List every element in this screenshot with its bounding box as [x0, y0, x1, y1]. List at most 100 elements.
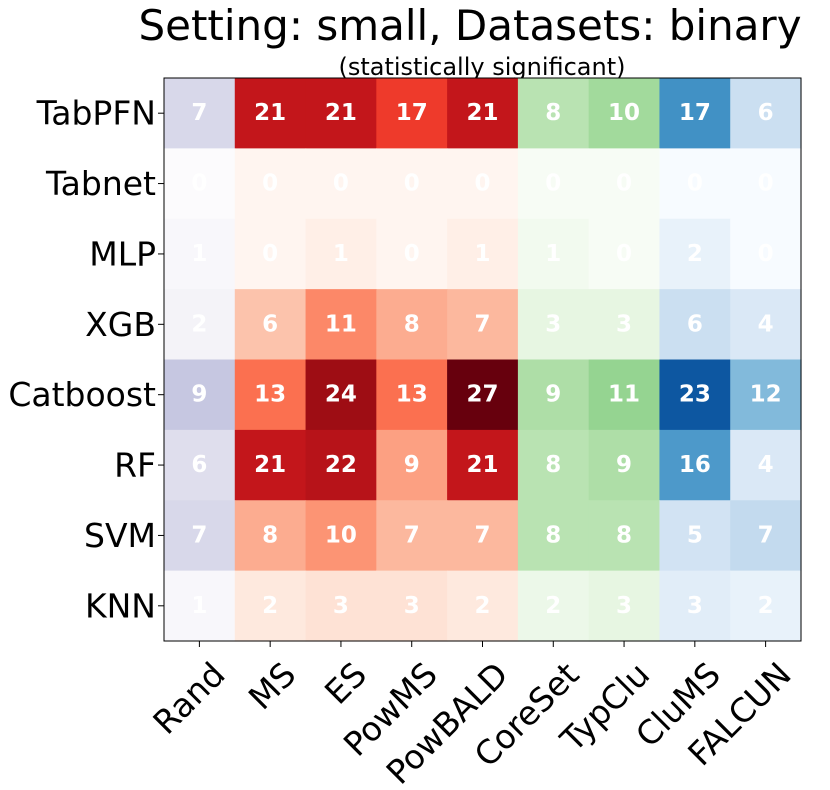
x-tick-label-es: ES: [317, 655, 374, 712]
cell-value-label: 0: [687, 171, 703, 197]
y-tick-label-mlp: MLP: [89, 234, 156, 273]
heatmap-cell-rf-powbald: [447, 429, 519, 501]
x-tick-label-ms: MS: [241, 655, 304, 718]
heatmap-cell-rf-typclu: [588, 429, 661, 501]
chart-subtitle: (statistically significant): [338, 53, 625, 81]
heatmap-cell-tabpfn-falcun: [730, 78, 802, 149]
heatmap-cell-catboost-falcun: [730, 359, 802, 431]
cell-value-label: 0: [333, 171, 349, 197]
heatmap-cell-tabnet-ms: [234, 148, 307, 220]
cell-value-label: 3: [616, 593, 632, 619]
cell-value-label: 2: [545, 593, 561, 619]
x-tick-label-rand: Rand: [145, 655, 232, 742]
cell-value-label: 27: [466, 382, 498, 408]
heatmap-cell-tabpfn-ms: [234, 78, 307, 149]
cell-value-label: 11: [325, 311, 357, 337]
heatmap-cell-tabpfn-clums: [659, 78, 731, 149]
cell-value-label: 13: [396, 382, 428, 408]
heatmap-cell-xgb-typclu: [588, 289, 661, 361]
cell-value-label: 17: [679, 100, 711, 126]
heatmap-cell-xgb-falcun: [730, 289, 802, 361]
cell-value-label: 2: [687, 241, 703, 267]
heatmap-cell-rf-ms: [234, 429, 307, 501]
cell-value-label: 1: [191, 593, 207, 619]
y-axis: TabPFN Tabnet MLP XGB Catboost RF SVM KNN: [8, 94, 164, 625]
cell-value-label: 16: [679, 452, 711, 478]
heatmap-cell-catboost-clums: [659, 359, 731, 431]
heatmap-cell-tabnet-powms: [376, 148, 448, 220]
y-tick-label-xgb: XGB: [85, 305, 156, 344]
heatmap-cell-mlp-powbald: [447, 218, 519, 290]
cell-value-label: 8: [404, 311, 420, 337]
heatmap-cell-mlp-rand: [164, 218, 236, 290]
heatmap-cell-tabnet-clums: [659, 148, 731, 220]
cell-value-label: 0: [262, 241, 278, 267]
cell-value-label: 21: [466, 452, 498, 478]
chart-title: Setting: small, Datasets: binary: [138, 1, 801, 50]
cell-value-label: 2: [758, 593, 774, 619]
heatmap-cell-catboost-coreset: [517, 359, 590, 431]
heatmap-cell-knn-es: [305, 570, 377, 642]
cell-value-label: 2: [262, 593, 278, 619]
heatmap-cell-knn-coreset: [517, 570, 590, 642]
heatmap-cell-knn-powms: [376, 570, 448, 642]
cell-value-label: 24: [325, 382, 357, 408]
cell-value-label: 0: [616, 241, 632, 267]
heatmap-cell-xgb-es: [305, 289, 377, 361]
heatmap-cell-tabpfn-rand: [164, 78, 236, 149]
cell-value-label: 11: [608, 382, 640, 408]
cell-value-label: 0: [758, 171, 774, 197]
heatmap-cells: [164, 78, 802, 642]
cell-value-label: 7: [474, 522, 490, 548]
cell-value-label: 1: [474, 241, 490, 267]
cell-value-label: 3: [687, 593, 703, 619]
cell-value-label: 7: [191, 522, 207, 548]
heatmap-cell-knn-falcun: [730, 570, 802, 642]
cell-value-label: 7: [191, 100, 207, 126]
cell-value-label: 7: [474, 311, 490, 337]
cell-value-label: 21: [254, 100, 286, 126]
heatmap-value-labels: 7 21 21 17 21 8 10 17 60 0 0 0 0 0 0 0 01 0 1 0 1 1 0 2 02 6 11 8 7 3…: [191, 100, 781, 619]
cell-value-label: 1: [333, 241, 349, 267]
cell-value-label: 0: [404, 171, 420, 197]
cell-value-label: 13: [254, 382, 286, 408]
cell-value-label: 5: [687, 522, 703, 548]
cell-value-label: 23: [679, 382, 711, 408]
cell-value-label: 7: [404, 522, 420, 548]
cell-value-label: 1: [545, 241, 561, 267]
cell-value-label: 8: [616, 522, 632, 548]
cell-value-label: 9: [191, 382, 207, 408]
cell-value-label: 0: [404, 241, 420, 267]
cell-value-label: 0: [262, 171, 278, 197]
heatmap-cell-tabpfn-es: [305, 78, 377, 149]
heatmap-cell-tabpfn-typclu: [588, 78, 661, 149]
cell-value-label: 6: [687, 311, 703, 337]
cell-value-label: 21: [466, 100, 498, 126]
cell-value-label: 0: [474, 171, 490, 197]
heatmap-cell-svm-powms: [376, 500, 448, 572]
heatmap-cell-tabnet-coreset: [517, 148, 590, 220]
y-tick-label-rf: RF: [114, 446, 156, 485]
heatmap-cell-svm-clums: [659, 500, 731, 572]
heatmap-cell-rf-clums: [659, 429, 731, 501]
cell-value-label: 7: [758, 522, 774, 548]
cell-value-label: 6: [262, 311, 278, 337]
heatmap-cell-rf-es: [305, 429, 377, 501]
cell-value-label: 2: [474, 593, 490, 619]
heatmap-cell-xgb-ms: [234, 289, 307, 361]
heatmap-cell-knn-clums: [659, 570, 731, 642]
cell-value-label: 6: [191, 452, 207, 478]
cell-value-label: 8: [545, 452, 561, 478]
cell-value-label: 0: [758, 241, 774, 267]
heatmap-cell-xgb-powms: [376, 289, 448, 361]
heatmap-cell-svm-falcun: [730, 500, 802, 572]
heatmap-cell-tabpfn-powbald: [447, 78, 519, 149]
cell-value-label: 17: [396, 100, 428, 126]
cell-value-label: 1: [191, 241, 207, 267]
heatmap-cell-rf-falcun: [730, 429, 802, 501]
heatmap-cell-svm-es: [305, 500, 377, 572]
cell-value-label: 3: [616, 311, 632, 337]
cell-value-label: 0: [191, 171, 207, 197]
heatmap-cell-catboost-ms: [234, 359, 307, 431]
